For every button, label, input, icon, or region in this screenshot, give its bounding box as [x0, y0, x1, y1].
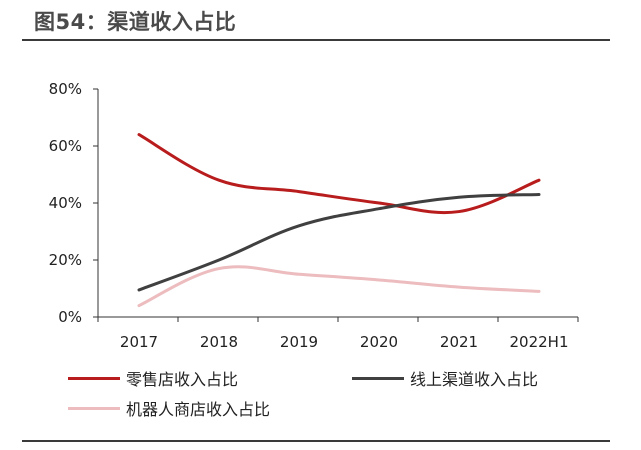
top-rule [22, 39, 610, 41]
series-line-retail [137, 133, 541, 215]
y-tick-label: 60% [49, 137, 82, 155]
x-tick-label: 2019 [280, 333, 318, 351]
figure-title: 图54：渠道收入占比 [34, 10, 237, 34]
y-tick-label: 80% [49, 80, 82, 98]
x-tick-label: 2022H1 [510, 333, 569, 351]
x-tick-label: 2017 [120, 333, 158, 351]
x-tick-label: 2018 [200, 333, 238, 351]
x-tick-label: 2020 [360, 333, 398, 351]
bottom-rule [22, 440, 610, 442]
y-tick-label: 40% [49, 194, 82, 212]
x-tick-label: 2021 [440, 333, 478, 351]
series-line-online [137, 192, 541, 292]
y-tick-label: 20% [49, 251, 82, 269]
series-line-robot-store [137, 265, 541, 308]
y-tick-label: 0% [58, 308, 82, 326]
